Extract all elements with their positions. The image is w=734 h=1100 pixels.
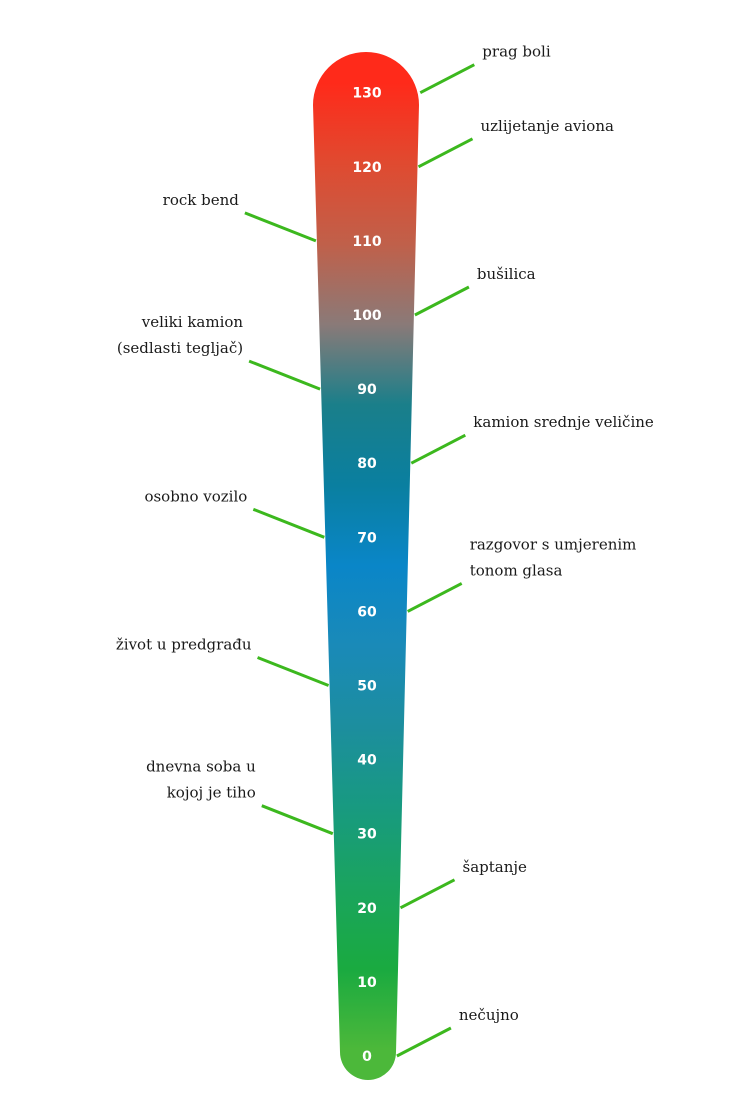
annotation-label: veliki kamion <box>141 313 244 331</box>
tick-label: 60 <box>357 604 377 620</box>
tick-label: 90 <box>357 382 377 398</box>
tick-label: 120 <box>352 160 381 176</box>
annotation-label: dnevna soba u <box>146 758 256 776</box>
annotation: prag boli <box>419 43 551 95</box>
annotation: osobno vozilo <box>144 487 325 539</box>
annotation: rock bend <box>163 191 317 243</box>
tick-label: 10 <box>357 975 377 991</box>
tick-label: 100 <box>352 308 381 324</box>
tick-label: 110 <box>352 234 381 250</box>
leader-line <box>252 507 325 539</box>
annotation-label: rock bend <box>163 191 240 209</box>
leader-line <box>396 1026 452 1058</box>
annotation: šaptanje <box>399 858 528 910</box>
annotation-label: kojoj je tiho <box>167 784 256 802</box>
annotation-label: osobno vozilo <box>144 487 247 505</box>
tick-label: 70 <box>357 530 377 546</box>
tick-label: 40 <box>357 753 377 769</box>
annotation-label: uzlijetanje aviona <box>480 117 614 135</box>
leader-line <box>257 656 330 687</box>
leader-line <box>248 359 321 391</box>
annotation-label: šaptanje <box>463 858 528 876</box>
annotation-label: nečujno <box>459 1006 519 1024</box>
tick-label: 30 <box>357 827 377 843</box>
annotation: veliki kamion (sedlasti tegljač) <box>117 313 321 391</box>
thermometer-bar <box>313 52 419 1080</box>
annotation: razgovor s umjerenim tonom glasa <box>407 535 637 613</box>
leader-line <box>261 804 334 836</box>
annotation-label: prag boli <box>482 43 551 61</box>
annotation: dnevna soba u kojoj je tiho <box>146 758 334 836</box>
annotation: život u predgrađu <box>116 636 330 687</box>
annotation: uzlijetanje aviona <box>417 117 614 169</box>
leader-line <box>410 433 466 465</box>
leader-line <box>417 137 474 169</box>
leader-line <box>414 285 470 317</box>
annotation: bušilica <box>414 265 536 317</box>
leader-line <box>407 582 463 613</box>
tick-label: 80 <box>357 456 377 472</box>
annotation-label: tonom glasa <box>470 561 563 579</box>
annotation: nečujno <box>396 1006 519 1058</box>
leader-line <box>399 878 456 910</box>
tick-label: 50 <box>357 679 377 695</box>
annotation-label: kamion srednje veličine <box>473 413 654 431</box>
leader-line <box>419 63 475 95</box>
annotation-label: bušilica <box>477 265 536 283</box>
annotation-label: život u predgrađu <box>116 636 252 654</box>
leader-line <box>244 211 317 243</box>
annotation-label: (sedlasti tegljač) <box>117 339 243 357</box>
tick-label: 0 <box>362 1049 372 1065</box>
tick-label: 130 <box>352 86 381 102</box>
annotation-label: razgovor s umjerenim <box>470 535 637 553</box>
annotation: kamion srednje veličine <box>410 413 654 465</box>
tick-label: 20 <box>357 901 377 917</box>
